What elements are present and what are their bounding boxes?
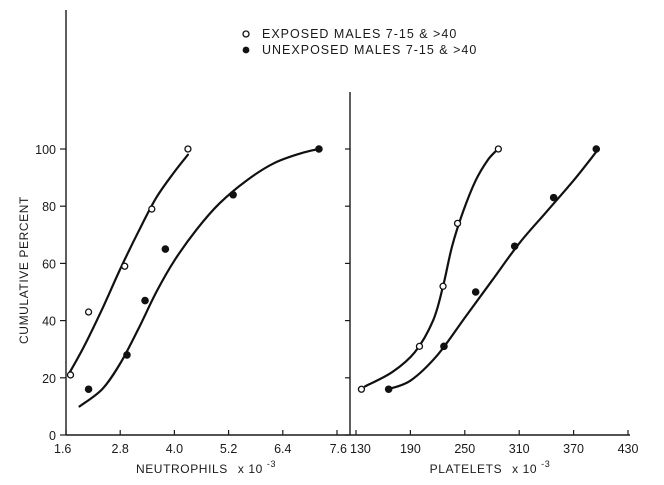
y-tick-label-1: 20	[42, 372, 56, 386]
data-point-neutrophils-unexposed-4	[229, 190, 237, 199]
x-tick-label-0-4: 6.4	[274, 442, 291, 456]
x-tick-label-1-3: 310	[509, 442, 530, 456]
data-point-neutrophils-unexposed-2	[141, 296, 149, 305]
data-point-neutrophils-unexposed-3	[161, 245, 170, 253]
data-point-neutrophils-exposed-4	[184, 145, 192, 153]
fit-curve-neutrophils-unexposed	[78, 147, 321, 408]
x-axis-label-platelets-exp: -3	[541, 459, 550, 469]
chart-frame	[65, 10, 630, 436]
data-point-platelets-unexposed-3	[510, 242, 519, 251]
y-tick-label-4: 80	[42, 200, 56, 214]
x-tick-label-0-2: 4.0	[166, 442, 183, 456]
data-point-platelets-unexposed-1	[440, 342, 448, 351]
legend-marker-exposed	[242, 30, 250, 38]
data-point-neutrophils-exposed-2	[121, 262, 129, 270]
x-tick-label-0-0: 1.6	[54, 442, 71, 456]
axis-ticks: 1.6 2.8 4.0 5.2 6.4 7.6 0 20 40 60 80 100 130 190 250 3…	[35, 143, 638, 456]
x-axis-label-neutrophils-exp: -3	[267, 459, 276, 469]
svg-text:NEUTROPHILS x 10 -: NEUTROPHILS x 10 -3	[136, 459, 276, 476]
data-point-platelets-unexposed-5	[592, 145, 601, 153]
x-axis-label-platelets: PLATELETS x 10 -3	[430, 459, 551, 476]
data-point-platelets-exposed-0	[357, 385, 366, 393]
x-tick-label-1-0: 130	[350, 442, 371, 456]
x-tick-label-1-1: 190	[400, 442, 421, 456]
fitted-curves	[67, 147, 598, 408]
svg-text:PLATELETS x 10 -3: PLATELETS x 10 -3	[430, 459, 551, 476]
data-point-neutrophils-exposed-3	[148, 205, 156, 213]
data-point-neutrophils-unexposed-1	[123, 351, 131, 359]
x-axis-label-neutrophils-main: NEUTROPHILS	[136, 462, 228, 476]
x-axis-label-neutrophils-suffix: x 10	[238, 462, 263, 476]
legend: EXPOSED MALES 7-15 & >40 UNEXPOSED MALES…	[242, 27, 477, 57]
data-point-neutrophils-unexposed-0	[84, 385, 93, 394]
legend-label-unexposed: UNEXPOSED MALES 7-15 & >40	[262, 43, 477, 57]
y-tick-label-3: 60	[42, 257, 56, 271]
x-tick-label-1-2: 250	[454, 442, 475, 456]
x-axis-label-neutrophils: NEUTROPHILS x 10 -3	[136, 459, 276, 476]
data-point-neutrophils-exposed-1	[84, 308, 93, 316]
y-tick-label-2: 40	[42, 315, 56, 329]
y-tick-label-0: 0	[49, 429, 56, 443]
x-axis-label-platelets-suffix: x 10	[512, 462, 537, 476]
data-point-platelets-unexposed-2	[471, 288, 480, 296]
data-point-neutrophils-unexposed-5	[315, 145, 323, 153]
y-tick-label-5: 100	[35, 143, 56, 157]
data-point-platelets-unexposed-0	[384, 385, 393, 394]
legend-label-exposed: EXPOSED MALES 7-15 & >40	[262, 27, 457, 41]
fit-curve-neutrophils-exposed	[67, 153, 190, 377]
data-point-neutrophils-exposed-0	[66, 371, 75, 379]
x-tick-label-0-5: 7.6	[330, 442, 347, 456]
x-tick-label-0-1: 2.8	[112, 442, 129, 456]
x-tick-label-1-5: 430	[618, 442, 639, 456]
data-points	[66, 145, 601, 394]
fit-curve-platelets-unexposed	[386, 150, 598, 391]
legend-marker-unexposed	[242, 46, 250, 54]
data-point-platelets-exposed-2	[439, 282, 447, 290]
data-point-platelets-unexposed-4	[549, 193, 558, 202]
data-point-platelets-exposed-1	[415, 342, 424, 350]
x-axis-label-platelets-main: PLATELETS	[430, 462, 503, 476]
x-tick-label-0-3: 5.2	[220, 442, 237, 456]
fit-curve-platelets-exposed	[363, 149, 498, 388]
x-tick-label-1-4: 370	[563, 442, 584, 456]
data-point-platelets-exposed-3	[453, 219, 462, 228]
data-point-platelets-exposed-4	[494, 145, 502, 153]
y-axis-label: CUMULATIVE PERCENT	[17, 196, 31, 344]
